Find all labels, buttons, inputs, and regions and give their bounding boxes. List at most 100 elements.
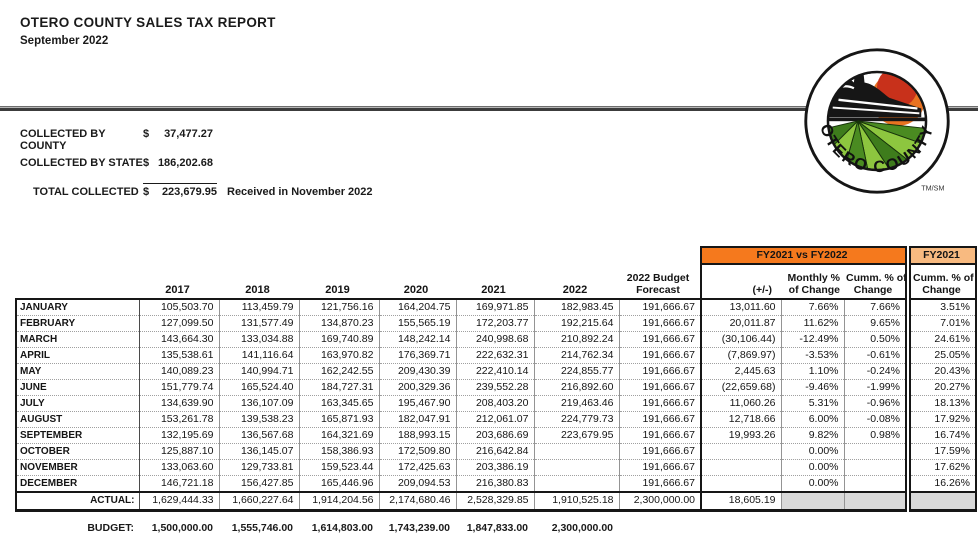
fy2021-cumm-header: Cumm. % of Change xyxy=(909,264,977,300)
month-label: DECEMBER xyxy=(15,475,140,492)
table-cell: 121,756.16 xyxy=(298,298,379,316)
forecast-header-line2: Forecast xyxy=(636,284,680,296)
month-label: NOVEMBER xyxy=(15,459,140,476)
table-cell: 165,446.96 xyxy=(298,475,379,492)
county-value: 37,477.27 xyxy=(164,128,213,140)
table-cell: 17.59% xyxy=(909,443,977,460)
actual-cell: 2,174,680.46 xyxy=(378,491,456,512)
table-cell: (22,659.68) xyxy=(700,379,781,396)
table-row: DECEMBER 146,721.18 156,427.85 165,446.96 20… xyxy=(15,475,977,492)
budget-2020: 1,743,239.00 xyxy=(388,522,450,534)
table-cell xyxy=(843,475,907,492)
total-amount: $ 223,679.95 xyxy=(143,183,217,198)
table-cell: 113,459.79 xyxy=(218,298,299,316)
table-gap xyxy=(906,379,910,396)
table-cell: -3.53% xyxy=(780,347,844,364)
table-cell: 133,063.60 xyxy=(138,459,219,476)
table-cell: 135,538.61 xyxy=(138,347,219,364)
month-label: JUNE xyxy=(15,379,140,396)
table-row: SEPTEMBER 132,195.69 136,567.68 164,321.69 1… xyxy=(15,427,977,444)
table-cell: 216,380.83 xyxy=(455,475,534,492)
table-cell: 12,718.66 xyxy=(700,411,781,428)
table-cell: -0.61% xyxy=(843,347,907,364)
table-cell: 169,971.85 xyxy=(455,298,534,316)
table-cell: 20.43% xyxy=(909,363,977,380)
table-cell: 172,425.63 xyxy=(378,459,456,476)
budget-2022: 2,300,000.00 xyxy=(551,522,613,534)
table-cell: 203,686.69 xyxy=(455,427,534,444)
table-cell: 9.82% xyxy=(780,427,844,444)
table-cell: 182,983.45 xyxy=(533,298,619,316)
table-cell: 105,503.70 xyxy=(138,298,219,316)
diff-header: (+/-) xyxy=(700,264,781,300)
table-cell: 17.92% xyxy=(909,411,977,428)
report-date: September 2022 xyxy=(20,35,109,47)
table-body: JANUARY 105,503.70 113,459.79 121,756.16 164… xyxy=(15,298,977,512)
table-cell: 165,871.93 xyxy=(298,411,379,428)
table-gap xyxy=(906,395,910,412)
table-band-row: FY2021 vs FY2022 FY2021 xyxy=(16,246,977,265)
table-cell: 240,998.68 xyxy=(455,331,534,348)
table-cell: 0.00% xyxy=(780,459,844,476)
table-cell: 11,060.26 xyxy=(700,395,781,412)
month-label: AUGUST xyxy=(15,411,140,428)
table-cell: 134,639.90 xyxy=(138,395,219,412)
table-cell xyxy=(843,443,907,460)
table-cell: 7.66% xyxy=(843,298,907,316)
table-cell: 176,369.71 xyxy=(378,347,456,364)
table-cell: 191,666.67 xyxy=(618,298,702,316)
table-cell: -12.49% xyxy=(780,331,844,348)
currency-symbol: $ xyxy=(143,157,150,169)
table-cell: 11.62% xyxy=(780,315,844,332)
table-row: AUGUST 153,261.78 139,538.23 165,871.93 182,… xyxy=(15,411,977,428)
table-cell: -0.96% xyxy=(843,395,907,412)
table-cell: 209,094.53 xyxy=(378,475,456,492)
budget-row: BUDGET: 1,500,000.00 1,555,746.00 1,614,… xyxy=(15,522,618,534)
table-cell: (7,869.97) xyxy=(700,347,781,364)
collected-by-county-row: COLLECTED BY COUNTY $ 37,477.27 xyxy=(20,128,213,152)
table-cell: 191,666.67 xyxy=(618,347,702,364)
sales-tax-table: FY2021 vs FY2022 FY2021 2017 2018 2019 2… xyxy=(15,246,977,512)
table-cell: 224,779.73 xyxy=(533,411,619,428)
year-header-2018: 2018 xyxy=(245,284,270,296)
month-label: OCTOBER xyxy=(15,443,140,460)
table-gap xyxy=(906,492,910,510)
month-label: FEBRUARY xyxy=(15,315,140,332)
logo-inner-ring xyxy=(826,70,928,172)
table-row: JANUARY 105,503.70 113,459.79 121,756.16 164… xyxy=(15,298,977,316)
monthly-header-line1: Monthly % xyxy=(787,272,841,284)
table-row: FEBRUARY 127,099.50 131,577.49 134,870.23 15… xyxy=(15,315,977,332)
monthly-change-header: Monthly % of Change xyxy=(781,264,844,300)
actual-cell: 2,300,000.00 xyxy=(618,491,702,512)
budget-2021: 1,847,833.00 xyxy=(466,522,528,534)
table-cell: 146,721.18 xyxy=(138,475,219,492)
table-cell: 164,204.75 xyxy=(378,298,456,316)
table-cell: 172,203.77 xyxy=(455,315,534,332)
budget-2017: 1,500,000.00 xyxy=(151,522,213,534)
table-cell: 184,727.31 xyxy=(298,379,379,396)
county-amount: $ 37,477.27 xyxy=(143,128,213,140)
table-cell: 155,565.19 xyxy=(378,315,456,332)
table-cell: 0.50% xyxy=(843,331,907,348)
table-cell: 131,577.49 xyxy=(218,315,299,332)
table-gap xyxy=(906,331,910,348)
county-label: COLLECTED BY COUNTY xyxy=(20,128,106,152)
table-gap xyxy=(906,363,910,380)
received-note: Received in November 2022 xyxy=(227,186,373,198)
table-cell: 16.26% xyxy=(909,475,977,492)
table-cell: 208,403.20 xyxy=(455,395,534,412)
actual-cell: 2,528,329.85 xyxy=(455,491,534,512)
state-value: 186,202.68 xyxy=(157,157,213,169)
table-cell: 136,107.09 xyxy=(218,395,299,412)
forecast-header-line1: 2022 Budget xyxy=(626,272,690,284)
currency-symbol: $ xyxy=(143,186,150,198)
table-cell: 158,386.93 xyxy=(298,443,379,460)
table-cell xyxy=(843,459,907,476)
table-cell: 191,666.67 xyxy=(618,427,702,444)
table-cell: 209,430.39 xyxy=(378,363,456,380)
month-column-header xyxy=(16,264,139,299)
table-cell: (30,106.44) xyxy=(700,331,781,348)
table-cell: 214,762.34 xyxy=(533,347,619,364)
table-cell: 216,892.60 xyxy=(533,379,619,396)
